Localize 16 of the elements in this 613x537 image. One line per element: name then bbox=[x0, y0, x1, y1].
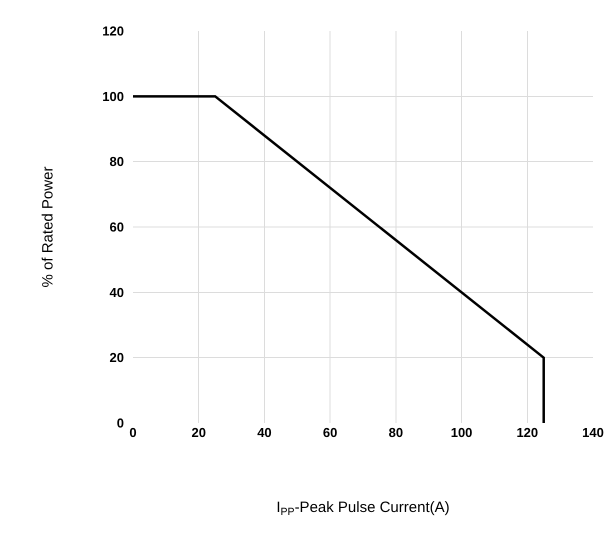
x-tick-label: 0 bbox=[129, 425, 137, 440]
y-tick-label: 80 bbox=[110, 154, 124, 170]
y-tick-label: 40 bbox=[110, 284, 124, 300]
y-tick-label: 20 bbox=[110, 350, 124, 366]
x-tick-label: 100 bbox=[450, 425, 472, 440]
x-tick-label: 20 bbox=[191, 425, 206, 440]
x-tick-label: 80 bbox=[388, 425, 404, 440]
x-tick-label: 40 bbox=[257, 425, 272, 440]
x-tick-label: 120 bbox=[516, 425, 538, 440]
x-tick-label: 140 bbox=[582, 425, 604, 440]
y-axis-title: % of Rated Power bbox=[40, 166, 57, 288]
y-tick-label: 100 bbox=[102, 88, 124, 104]
x-tick-label: 60 bbox=[322, 425, 338, 440]
y-tick-label: 60 bbox=[110, 220, 124, 235]
y-tick-label: 120 bbox=[102, 24, 124, 39]
x-axis-title: I$_{PP}$-Peak Pulse Current(A) bbox=[276, 499, 450, 518]
